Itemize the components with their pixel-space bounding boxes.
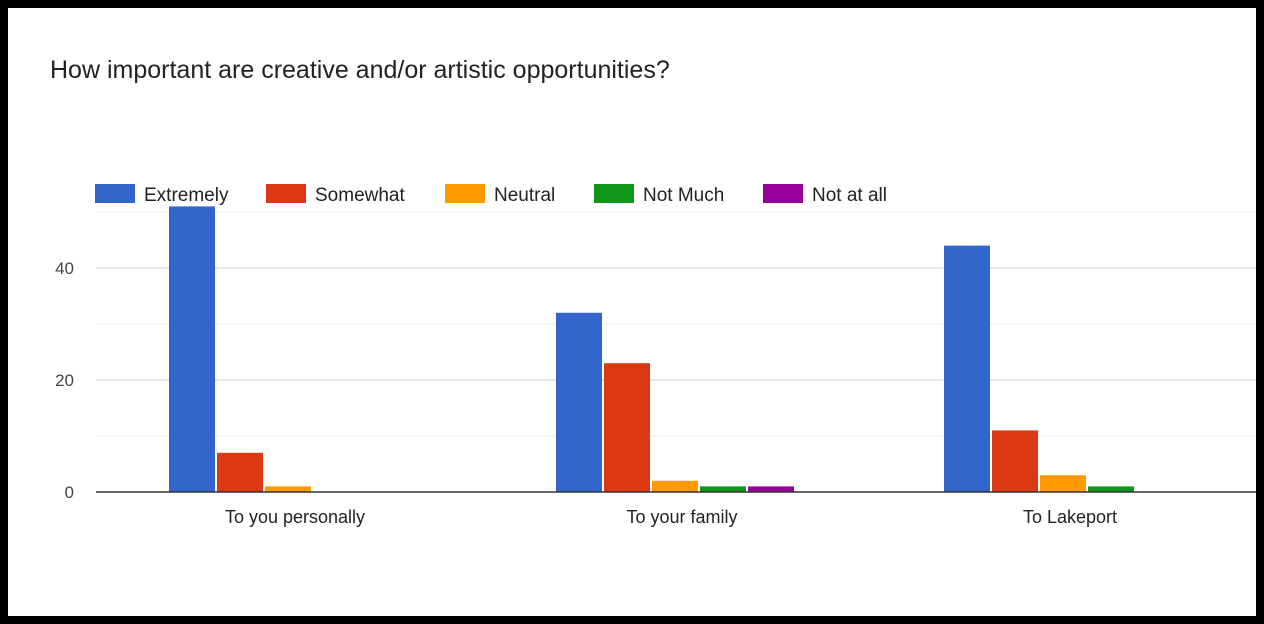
bars: [169, 206, 1134, 492]
legend-swatch: [594, 184, 634, 203]
legend-swatch: [95, 184, 135, 203]
bar: [169, 206, 215, 492]
bar: [1040, 475, 1086, 492]
legend-label: Neutral: [494, 185, 555, 206]
bar: [1088, 486, 1134, 492]
legend-label: Not at all: [812, 185, 887, 206]
grid-lines: [96, 211, 1256, 437]
bar: [944, 245, 990, 492]
bar: [992, 430, 1038, 492]
y-tick-label: 40: [55, 259, 74, 278]
x-axis-labels: To you personally To your family To Lakepo…: [225, 507, 1117, 527]
y-axis-ticks: 0 20 40: [55, 259, 74, 502]
y-tick-label: 0: [65, 483, 74, 502]
legend-label: Somewhat: [315, 185, 405, 206]
legend-label: Extremely: [144, 185, 229, 206]
legend-swatch: [763, 184, 803, 203]
legend: Extremely Somewhat Neutral Not Much Not at a…: [95, 184, 887, 206]
x-category-label: To Lakeport: [1023, 507, 1117, 527]
bar: [556, 312, 602, 492]
bar: [265, 486, 311, 492]
chart-card: How important are creative and/or artist…: [8, 8, 1256, 616]
chart-title: How important are creative and/or artist…: [50, 56, 670, 84]
x-category-label: To you personally: [225, 507, 365, 527]
legend-swatch: [445, 184, 485, 203]
bar: [217, 452, 263, 492]
legend-swatch: [266, 184, 306, 203]
x-category-label: To your family: [626, 507, 737, 527]
bar: [652, 480, 698, 492]
legend-label: Not Much: [643, 185, 724, 206]
bar: [748, 486, 794, 492]
y-tick-label: 20: [55, 371, 74, 390]
bar: [700, 486, 746, 492]
bar: [604, 363, 650, 492]
